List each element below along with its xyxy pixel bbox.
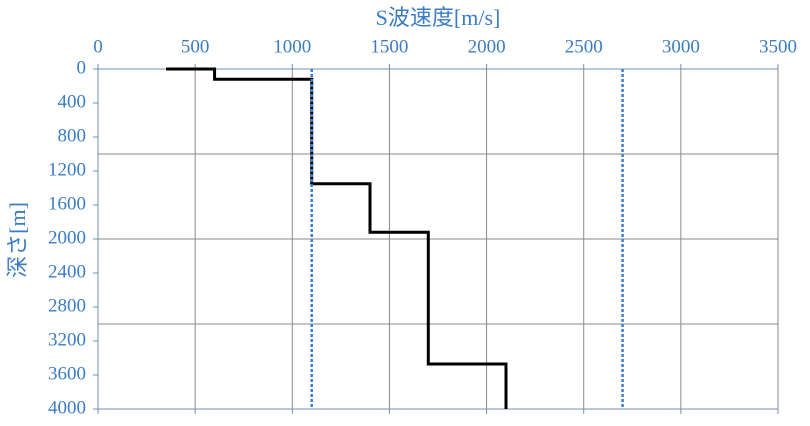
y-axis-title: 深さ[m] [5,202,30,278]
y-tick-label: 2800 [48,295,86,316]
x-tick-label: 3500 [759,36,797,57]
y-tick-label: 3200 [48,329,86,350]
x-axis-title: S波速度[m/s] [376,5,501,30]
x-tick-label: 2000 [468,36,506,57]
y-tick-label: 3600 [48,363,86,384]
x-tick-label: 3000 [662,36,700,57]
x-tick-label: 1000 [273,36,311,57]
series-line [166,67,508,409]
x-tick-label: 500 [181,36,210,57]
x-tick-label: 2500 [565,36,603,57]
y-tick-label: 1600 [48,193,86,214]
y-tick-label: 2400 [48,261,86,282]
y-tick-label: 1200 [48,159,86,180]
x-tick-label: 1500 [370,36,408,57]
y-tick-label: 4000 [48,397,86,418]
y-tick-label: 400 [58,91,87,112]
y-tick-label: 800 [58,125,87,146]
y-tick-label: 2000 [48,227,86,248]
y-tick-label: 0 [77,57,87,78]
x-tick-label: 0 [93,36,103,57]
